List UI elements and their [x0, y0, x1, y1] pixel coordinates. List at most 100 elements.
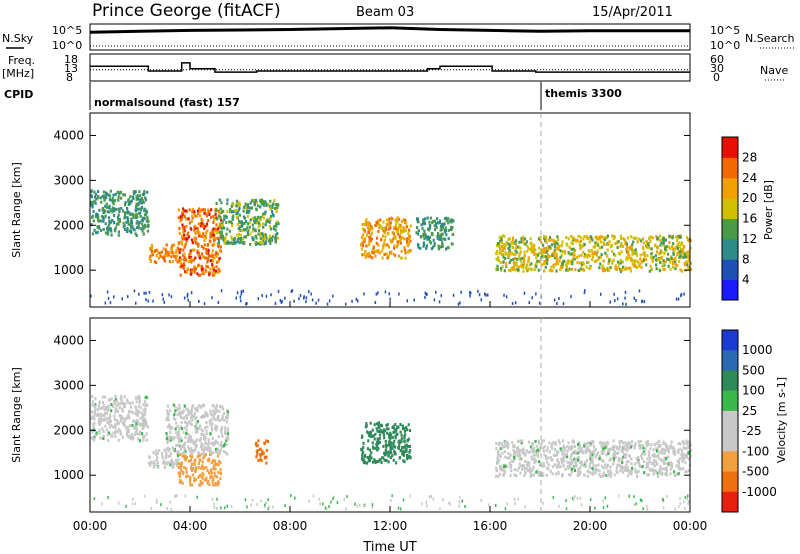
echo-cell — [498, 246, 502, 250]
echo-cell — [604, 236, 607, 240]
echo-cell — [683, 261, 686, 265]
echo-cell — [195, 466, 198, 470]
echo-cell — [257, 242, 260, 245]
echo-cell — [635, 253, 638, 257]
echo-cell — [114, 394, 117, 398]
echo-cell — [625, 256, 628, 260]
echo-cell — [506, 502, 509, 506]
echo-cell — [94, 403, 97, 407]
echo-cell — [103, 395, 106, 399]
echo-cell — [391, 494, 393, 498]
echo-cell — [234, 209, 237, 213]
echo-cell — [232, 241, 236, 245]
echo-cell — [264, 233, 267, 237]
echo-cell — [198, 438, 201, 442]
echo-cell — [190, 238, 194, 242]
echo-cell — [687, 250, 691, 254]
colorbar-swatch — [722, 137, 738, 158]
echo-cell — [563, 251, 566, 255]
echo-cell — [563, 455, 566, 459]
echo-cell — [203, 466, 206, 470]
echo-cell — [417, 220, 420, 224]
echo-cell — [447, 217, 450, 221]
echo-cell — [200, 208, 203, 212]
echo-cell — [556, 302, 558, 305]
echo-cell — [182, 253, 185, 257]
echo-cell — [212, 409, 215, 413]
echo-cell — [244, 204, 247, 208]
echo-cell — [672, 449, 675, 453]
echo-cell — [209, 409, 212, 413]
echo-cell — [603, 238, 606, 242]
echo-cell — [317, 298, 320, 302]
echo-cell — [625, 445, 628, 449]
echo-cell — [102, 218, 105, 221]
echo-cell — [152, 465, 155, 469]
echo-cell — [595, 237, 599, 241]
echo-cell — [200, 428, 203, 432]
echo-cell — [188, 436, 191, 440]
echo-cell — [179, 273, 182, 277]
echo-cell — [575, 462, 578, 466]
echo-cell — [382, 246, 385, 250]
echo-cell — [194, 430, 198, 434]
freq-label-line1: Freq. — [8, 54, 35, 67]
echo-cell — [209, 421, 212, 425]
echo-cell — [517, 448, 520, 452]
echo-cell — [583, 444, 586, 448]
echo-cell — [140, 411, 143, 415]
echo-cell — [125, 426, 128, 430]
echo-cell — [631, 262, 634, 266]
echo-cell — [290, 289, 293, 293]
echo-cell — [176, 246, 179, 250]
echo-cell — [573, 249, 577, 253]
echo-cell — [555, 256, 558, 260]
echo-cell — [644, 447, 647, 451]
echo-cell — [370, 227, 373, 231]
echo-cell — [116, 215, 120, 219]
echo-cell — [186, 440, 190, 444]
echo-cell — [617, 262, 620, 266]
echo-cell — [430, 495, 432, 499]
echo-cell — [133, 228, 136, 232]
echo-cell — [564, 468, 567, 471]
echo-cell — [393, 226, 396, 230]
echo-cell — [175, 421, 178, 425]
echo-cell — [568, 446, 571, 450]
y-tick-label: 4000 — [53, 128, 84, 142]
echo-cell — [99, 229, 103, 232]
echo-cell — [685, 470, 688, 473]
echo-cell — [113, 401, 116, 405]
echo-cell — [575, 452, 578, 456]
echo-cell — [104, 204, 107, 208]
echo-cell — [676, 459, 679, 463]
echo-cell — [118, 217, 121, 221]
echo-cell — [268, 234, 271, 238]
echo-cell — [619, 270, 622, 273]
echo-cell — [210, 419, 213, 422]
echo-cell — [249, 232, 252, 236]
echo-cell — [438, 219, 442, 223]
echo-cell — [674, 450, 677, 454]
echo-cell — [230, 220, 233, 224]
echo-cell — [516, 468, 519, 472]
echo-cell — [685, 441, 688, 445]
echo-cell — [138, 292, 140, 296]
echo-cell — [458, 500, 461, 504]
echo-cell — [560, 244, 563, 248]
echo-cell — [212, 465, 215, 469]
echo-cell — [204, 410, 207, 414]
echo-cell — [518, 256, 521, 260]
echo-cell — [189, 249, 192, 253]
echo-cell — [398, 235, 401, 239]
echo-cell — [629, 269, 632, 273]
echo-cell — [389, 238, 392, 242]
echo-cell — [664, 260, 667, 264]
echo-cell — [220, 218, 223, 222]
echo-cell — [394, 423, 397, 426]
echo-cell — [138, 194, 141, 198]
echo-cell — [90, 203, 93, 207]
echo-cell — [211, 255, 214, 259]
echo-cell — [127, 220, 130, 224]
echo-cell — [530, 244, 533, 248]
